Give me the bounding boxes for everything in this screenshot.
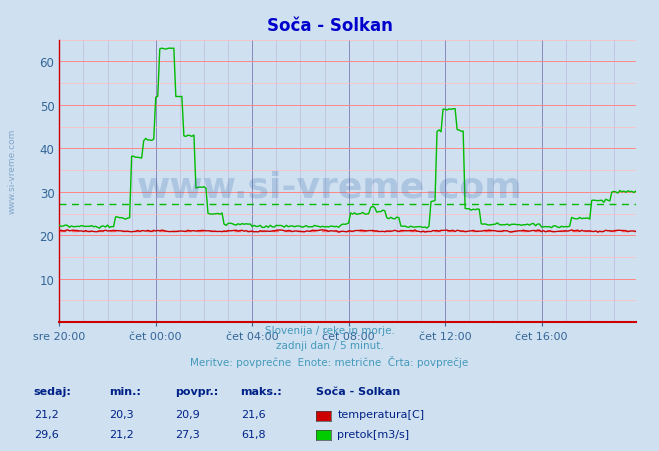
Text: Soča - Solkan: Soča - Solkan [316,387,401,396]
Text: Soča - Solkan: Soča - Solkan [266,17,393,35]
Text: 61,8: 61,8 [241,428,266,438]
Text: min.:: min.: [109,387,140,396]
Text: 20,9: 20,9 [175,409,200,419]
Text: maks.:: maks.: [241,387,282,396]
Text: povpr.:: povpr.: [175,387,218,396]
Text: 21,6: 21,6 [241,409,266,419]
Text: temperatura[C]: temperatura[C] [337,409,424,419]
Text: 29,6: 29,6 [34,428,59,438]
Text: Slovenija / reke in morje.
zadnji dan / 5 minut.
Meritve: povprečne  Enote: metr: Slovenija / reke in morje. zadnji dan / … [190,326,469,368]
Text: 20,3: 20,3 [109,409,134,419]
Text: www.si-vreme.com: www.si-vreme.com [8,129,17,214]
Text: 21,2: 21,2 [34,409,59,419]
Text: 27,3: 27,3 [175,428,200,438]
Text: www.si-vreme.com: www.si-vreme.com [136,170,523,204]
Text: sedaj:: sedaj: [33,387,71,396]
Text: 21,2: 21,2 [109,428,134,438]
Text: pretok[m3/s]: pretok[m3/s] [337,428,409,438]
